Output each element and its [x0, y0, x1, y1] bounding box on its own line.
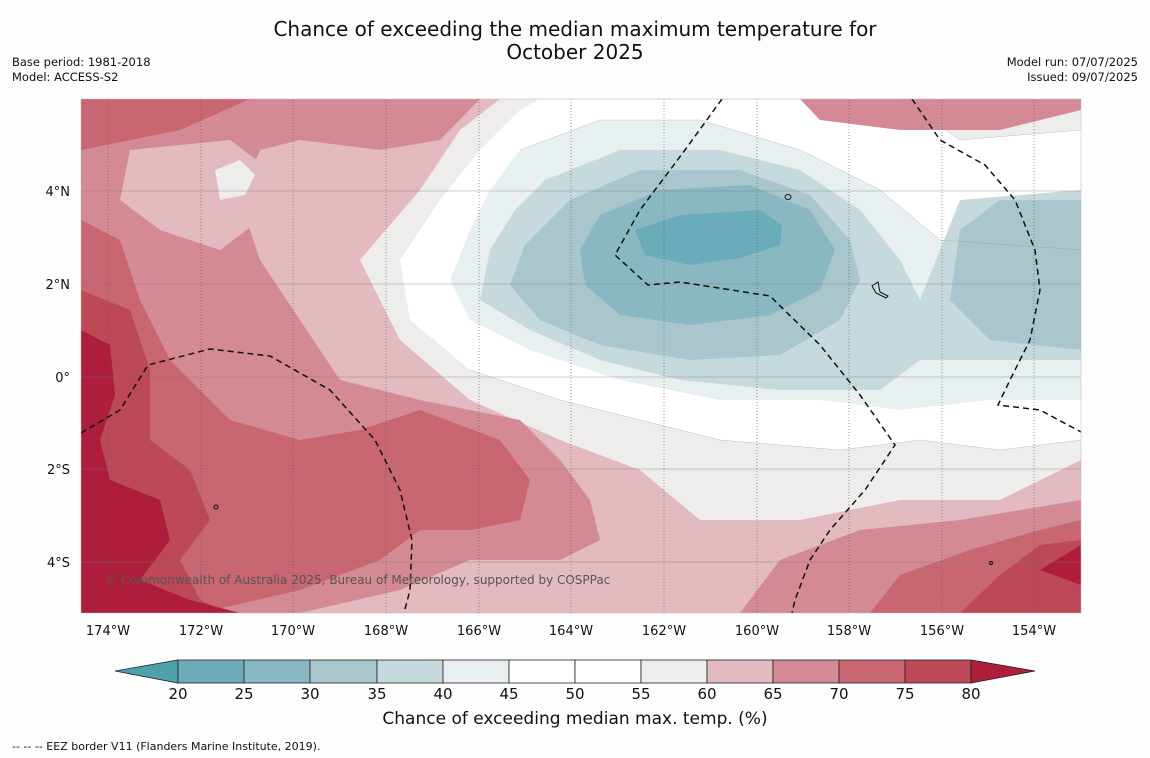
eez-legend-note: -- -- -- EEZ border V11 (Flanders Marine…	[12, 740, 321, 753]
title-line-2: October 2025	[506, 40, 644, 64]
colorbar-tick: 40	[433, 685, 452, 703]
colorbar-tick: 45	[499, 685, 518, 703]
colorbar: 20 25 30 35 40 45 50 55 60 65 70 75 80	[114, 659, 1036, 703]
island-outlines	[213, 194, 993, 565]
longitude-axis: 174°W 172°W 170°W 168°W 166°W 164°W 162°…	[86, 624, 1056, 639]
colorbar-bin	[177, 659, 245, 684]
metadata-right: Model run: 07/07/2025 Issued: 09/07/2025	[1007, 55, 1138, 85]
lat-label: 2°S	[47, 463, 70, 478]
colorbar-tick: 50	[565, 685, 584, 703]
colorbar-tick: 35	[367, 685, 386, 703]
lon-label: 174°W	[86, 624, 130, 639]
issued-date: Issued: 09/07/2025	[1027, 70, 1138, 84]
colorbar-bin	[508, 659, 576, 684]
colorbar-label: Chance of exceeding median max. temp. (%…	[382, 709, 768, 729]
model-run: Model run: 07/07/2025	[1006, 55, 1138, 69]
colorbar-tick: 80	[961, 685, 980, 703]
lon-label: 172°W	[179, 624, 223, 639]
lon-label: 158°W	[827, 624, 871, 639]
model-name: Model: ACCESS-S2	[12, 70, 119, 84]
colorbar-bin	[640, 659, 708, 684]
forecast-map: © Commonwealth of Australia 2025, Bureau…	[46, 98, 1082, 639]
colorbar-extension-low	[114, 659, 179, 684]
band-70-75-top	[81, 99, 250, 150]
colorbar-extension-high	[970, 659, 1036, 684]
band-55-60-hole	[215, 160, 255, 200]
colorbar-tick: 65	[763, 685, 782, 703]
colorbar-tick: 70	[829, 685, 848, 703]
eez-borders	[81, 99, 1081, 613]
band-gt80-right	[1040, 545, 1081, 585]
colorbar-bin	[309, 659, 378, 684]
colorbar-tick: 30	[300, 685, 319, 703]
lon-label: 168°W	[364, 624, 408, 639]
map-frame	[80, 98, 1082, 614]
band-20-25	[635, 210, 782, 265]
colorbar-bin	[376, 659, 444, 684]
chart-title: Chance of exceeding the median maximum t…	[0, 18, 1150, 64]
colorbar-tick: 55	[631, 685, 650, 703]
latitude-gridlines	[81, 190, 1081, 563]
lon-label: 162°W	[642, 624, 686, 639]
copyright-notice: © Commonwealth of Australia 2025, Bureau…	[105, 573, 610, 587]
latitude-axis: 4°N 2°N 0° 2°S 4°S	[46, 185, 71, 571]
lon-label: 166°W	[457, 624, 501, 639]
lon-label: 156°W	[920, 624, 964, 639]
colorbar-tick: 20	[168, 685, 187, 703]
lat-label: 4°S	[47, 556, 70, 571]
lon-label: 170°W	[271, 624, 315, 639]
title-line-1: Chance of exceeding the median maximum t…	[273, 17, 877, 41]
metadata-left: Base period: 1981-2018 Model: ACCESS-S2	[12, 55, 151, 85]
band-gt80	[81, 330, 240, 613]
colorbar-tick: 25	[234, 685, 253, 703]
lon-label: 160°W	[735, 624, 779, 639]
colorbar-ticks: 20 25 30 35 40 45 50 55 60 65 70 75 80	[168, 685, 980, 703]
colorbar-bin	[772, 659, 840, 684]
lon-label: 164°W	[549, 624, 593, 639]
lat-label: 0°	[55, 371, 70, 386]
lon-label: 154°W	[1012, 624, 1056, 639]
base-period: Base period: 1981-2018	[12, 55, 151, 69]
colorbar-bin	[904, 659, 972, 684]
colorbar-tick: 75	[895, 685, 914, 703]
colorbar-bin	[442, 659, 510, 684]
probability-field: © Commonwealth of Australia 2025, Bureau…	[81, 99, 1081, 613]
lat-label: 4°N	[46, 185, 71, 200]
colorbar-bin	[838, 659, 906, 684]
band-75-80-right	[960, 540, 1081, 613]
band-65-70-upper	[800, 99, 1081, 130]
colorbar-bin	[574, 659, 642, 684]
lat-label: 2°N	[46, 278, 71, 293]
colorbar-bin	[243, 659, 311, 684]
colorbar-tick: 60	[697, 685, 716, 703]
colorbar-bin	[706, 659, 774, 684]
contour-lines	[469, 99, 1081, 451]
